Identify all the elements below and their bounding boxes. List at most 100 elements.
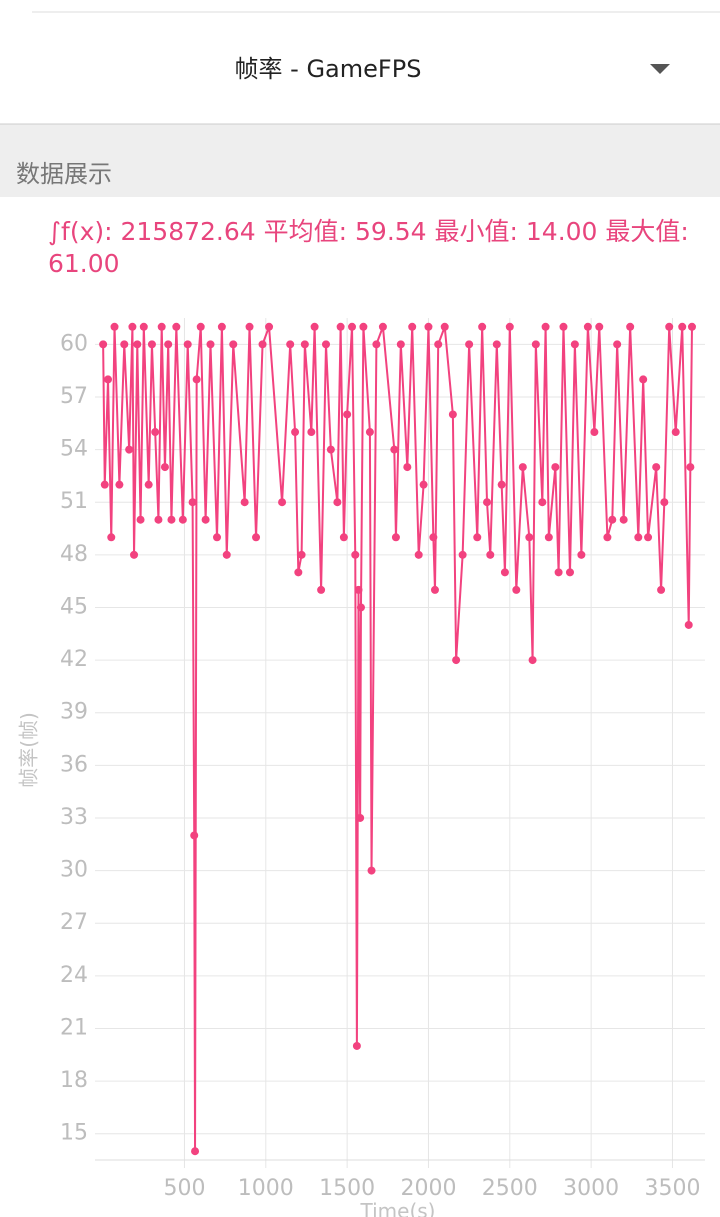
point xyxy=(512,585,521,594)
point xyxy=(321,340,330,349)
point xyxy=(544,533,553,542)
x-tick-label: 500 xyxy=(163,1176,205,1201)
point xyxy=(136,515,145,524)
point xyxy=(678,322,687,331)
dropdown-arrow[interactable] xyxy=(650,64,670,74)
point xyxy=(619,515,628,524)
point xyxy=(229,340,238,349)
point xyxy=(139,322,148,331)
point xyxy=(352,1041,361,1050)
y-tick-label: 45 xyxy=(60,594,88,619)
point xyxy=(505,322,514,331)
x-tick-label: 3500 xyxy=(644,1176,700,1201)
y-tick-label: 33 xyxy=(60,805,88,830)
point xyxy=(652,463,661,472)
point xyxy=(634,533,643,542)
point xyxy=(452,656,461,665)
plot: 15 18 21 24 27 30 33 36 39 42 45 48 51 54 57 60 500 1000 1… xyxy=(60,318,705,1201)
point xyxy=(297,550,306,559)
point xyxy=(356,813,365,822)
point xyxy=(354,585,363,594)
point xyxy=(613,340,622,349)
point xyxy=(201,515,210,524)
point xyxy=(191,1147,200,1156)
point xyxy=(206,340,215,349)
point xyxy=(577,550,586,559)
point xyxy=(492,340,501,349)
point xyxy=(660,498,669,507)
point xyxy=(458,550,467,559)
y-tick-label: 48 xyxy=(60,542,88,567)
point xyxy=(367,866,376,875)
point xyxy=(265,322,274,331)
point xyxy=(538,498,547,507)
point xyxy=(603,533,612,542)
point xyxy=(391,533,400,542)
point xyxy=(639,375,648,384)
point xyxy=(128,322,137,331)
point xyxy=(144,480,153,489)
point xyxy=(657,585,666,594)
point xyxy=(154,515,163,524)
series-line xyxy=(102,326,693,1152)
point xyxy=(378,322,387,331)
point xyxy=(213,533,221,542)
point xyxy=(518,463,527,472)
dropdown-label[interactable]: 帧率 - GameFPS xyxy=(235,55,422,83)
point xyxy=(157,322,166,331)
point xyxy=(192,375,201,384)
point xyxy=(396,340,405,349)
point xyxy=(333,498,342,507)
point xyxy=(356,603,365,612)
x-tick-label: 1500 xyxy=(319,1176,375,1201)
point xyxy=(644,533,653,542)
point xyxy=(403,463,412,472)
point xyxy=(294,568,303,577)
point xyxy=(671,428,680,437)
point xyxy=(291,428,300,437)
point xyxy=(107,533,116,542)
point xyxy=(434,340,443,349)
y-tick-label: 27 xyxy=(60,910,88,935)
x-tick-label: 2000 xyxy=(400,1176,456,1201)
point xyxy=(525,533,534,542)
point xyxy=(307,428,316,437)
point xyxy=(554,568,563,577)
y-tick-label: 54 xyxy=(60,437,88,462)
point xyxy=(686,463,695,472)
point xyxy=(414,550,423,559)
point xyxy=(310,322,319,331)
point xyxy=(99,340,108,349)
y-tick-label: 36 xyxy=(60,752,88,777)
point xyxy=(465,340,474,349)
point xyxy=(372,340,381,349)
point xyxy=(130,550,139,559)
x-tick-label: 1000 xyxy=(238,1176,294,1201)
point xyxy=(483,498,492,507)
point xyxy=(486,550,495,559)
point xyxy=(133,340,142,349)
point xyxy=(497,480,506,489)
point xyxy=(343,410,352,419)
point xyxy=(351,550,360,559)
point xyxy=(339,533,348,542)
point xyxy=(278,498,287,507)
point xyxy=(424,322,433,331)
point xyxy=(408,322,417,331)
point xyxy=(252,533,261,542)
point xyxy=(478,322,487,331)
x-tick-label: 2500 xyxy=(482,1176,538,1201)
section-title: 数据展示 xyxy=(16,160,112,188)
point xyxy=(531,340,540,349)
point xyxy=(222,550,231,559)
y-tick-label: 42 xyxy=(60,647,88,672)
point xyxy=(240,498,249,507)
point xyxy=(590,428,599,437)
y-axis-label: 帧率(帧) xyxy=(17,712,41,788)
point xyxy=(551,463,560,472)
y-tick-label: 39 xyxy=(60,700,88,725)
point xyxy=(196,322,205,331)
point xyxy=(160,463,169,472)
point xyxy=(583,322,592,331)
